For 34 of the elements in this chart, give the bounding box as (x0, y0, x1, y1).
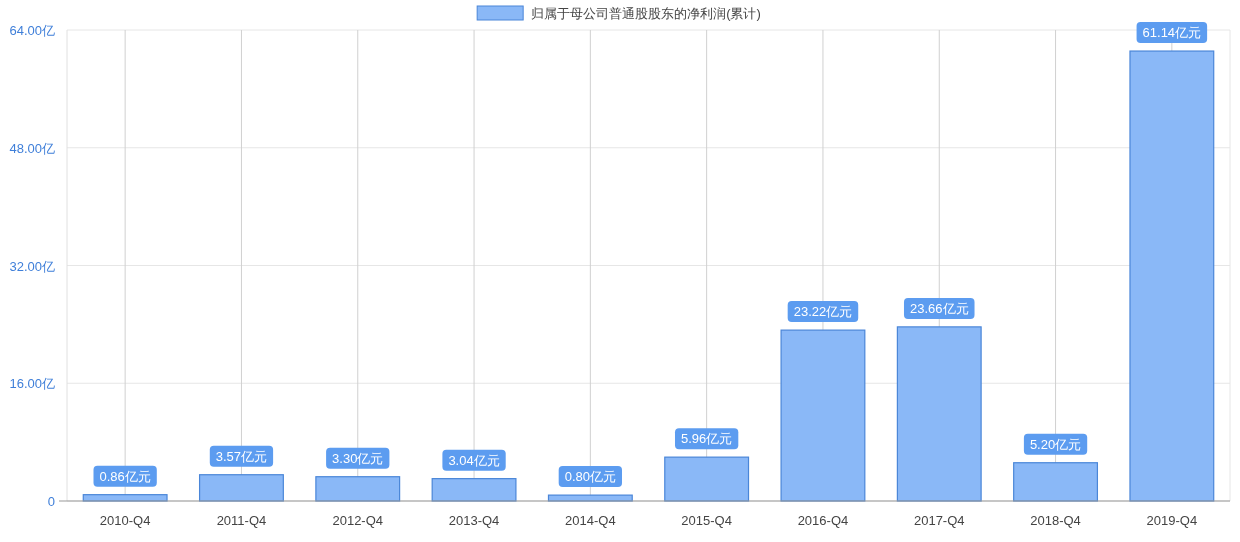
bar (315, 476, 401, 502)
x-tick-label: 2017-Q4 (913, 513, 965, 528)
y-tick-label: 48.00亿 (9, 140, 55, 156)
legend-label: 归属于母公司普通股股东的净利润(累计) (531, 6, 761, 21)
y-tick-label: 64.00亿 (9, 23, 55, 38)
bar (431, 478, 517, 502)
text: 23.66亿元 (909, 300, 969, 316)
bar (664, 456, 750, 502)
bar (1129, 50, 1215, 502)
text: 3.57亿元 (215, 448, 268, 464)
x-tick-label: 2016-Q4 (797, 513, 849, 528)
y-tick-label: 32.00亿 (9, 258, 55, 274)
x-tick-label: 2014-Q4 (565, 513, 616, 528)
text: 61.14亿元 (1142, 25, 1202, 41)
x-tick-label: 2011-Q4 (216, 513, 267, 528)
bar (198, 474, 284, 502)
x-tick-label: 2015-Q4 (681, 513, 732, 528)
bar (780, 329, 866, 502)
bar (1013, 462, 1099, 502)
x-tick-label: 2013-Q4 (448, 513, 500, 528)
text: 5.96亿元 (680, 431, 733, 447)
x-tick-label: 2010-Q4 (99, 513, 151, 528)
bar (896, 326, 982, 502)
y-tick-label: 16.00亿 (9, 376, 55, 392)
x-tick-label: 2019-Q4 (1146, 513, 1198, 528)
text: 23.22亿元 (793, 304, 853, 320)
text: 0.80亿元 (564, 469, 617, 485)
y-tick-label: 0 (47, 494, 55, 509)
text: 3.04亿元 (448, 452, 500, 468)
x-tick-label: 2012-Q4 (332, 513, 384, 528)
text: 0.86亿元 (99, 468, 151, 484)
text: 5.20亿元 (1029, 436, 1082, 452)
text: 3.30亿元 (332, 450, 384, 466)
x-tick-label: 2018-Q4 (1030, 513, 1081, 528)
